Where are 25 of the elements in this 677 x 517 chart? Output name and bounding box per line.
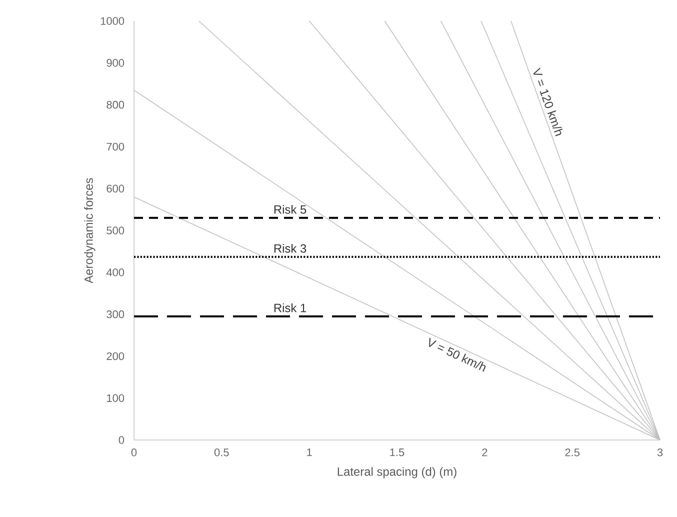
x-tick-label: 2 <box>482 448 488 456</box>
y-axis-title: Aerodynamic forces <box>84 178 96 284</box>
y-tick-label: 800 <box>106 100 124 109</box>
ref-line-label: Risk 1 <box>274 303 306 312</box>
y-tick-label: 0 <box>118 436 124 444</box>
y-tick-label: 1000 <box>100 17 124 25</box>
y-tick-label: 200 <box>106 352 124 360</box>
x-tick-label: 3 <box>657 448 663 456</box>
y-tick-label: 600 <box>106 184 124 192</box>
x-tick-label: 0 <box>131 448 137 456</box>
x-tick-label: 2.5 <box>565 448 580 456</box>
x-tick-label: 0.5 <box>214 448 229 456</box>
ref-line-label: Risk 3 <box>274 244 306 253</box>
text: V = 50 km/h <box>429 338 486 372</box>
y-tick-label: 500 <box>106 226 124 234</box>
text: V = 120 km/h <box>533 68 562 136</box>
y-tick-label: 400 <box>106 268 124 276</box>
x-tick-label: 1.5 <box>390 448 404 456</box>
y-tick-label: 300 <box>106 310 124 318</box>
y-tick-label: 700 <box>106 142 124 151</box>
x-axis-title: Lateral spacing (d) (m) <box>338 467 456 478</box>
y-tick-label: 100 <box>107 394 124 402</box>
y-tick-label: 900 <box>106 59 124 67</box>
ref-line-label: Risk 5 <box>274 204 306 214</box>
x-tick-label: 1 <box>307 448 312 456</box>
